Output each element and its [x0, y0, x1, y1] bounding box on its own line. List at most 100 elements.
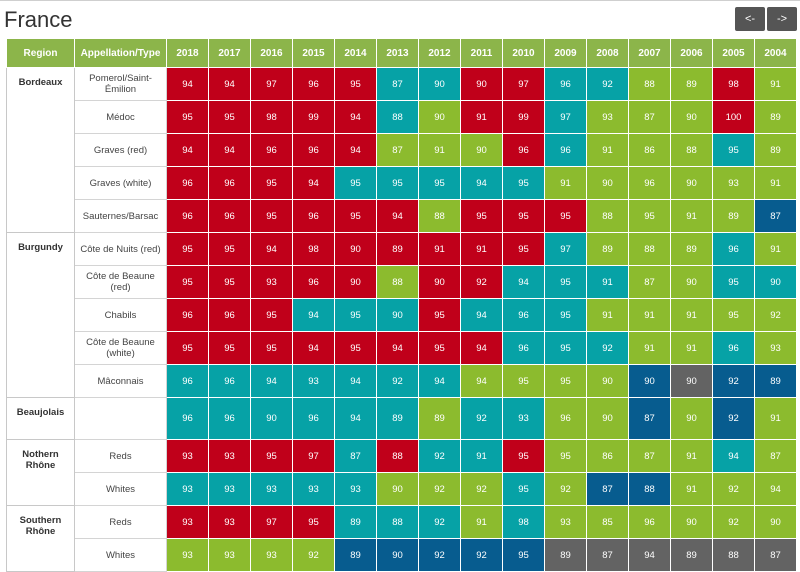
score-cell: 91: [460, 100, 503, 134]
score-cell: 94: [754, 472, 797, 506]
previous-button[interactable]: <-: [735, 7, 765, 31]
score-cell: 94: [166, 133, 209, 167]
score-cell: 94: [376, 331, 419, 365]
score-cell: 96: [712, 331, 755, 365]
score-cell: 95: [544, 364, 587, 398]
table-row: Sauternes/Barsac 96 96 95 96 95 94 88 95 95 95 88 95…: [7, 199, 797, 233]
header-appellation: Appellation/Type: [74, 38, 167, 68]
score-cell: 90: [460, 67, 503, 101]
score-cell: 96: [166, 298, 209, 332]
header-year: 2014: [334, 38, 377, 68]
score-cell: 94: [376, 199, 419, 233]
score-cell: 95: [502, 364, 545, 398]
score-cell: 90: [376, 298, 419, 332]
score-cell: 93: [712, 166, 755, 200]
score-cell: 94: [292, 331, 335, 365]
score-cell: 96: [208, 166, 251, 200]
score-cell: 87: [754, 199, 797, 233]
score-cell: 95: [502, 439, 545, 473]
score-cell: 92: [460, 265, 503, 299]
score-cell: 90: [334, 232, 377, 266]
score-cell: 87: [628, 265, 671, 299]
score-cell: 97: [250, 67, 293, 101]
next-button[interactable]: ->: [767, 7, 797, 31]
score-cell: 95: [544, 265, 587, 299]
score-cell: 96: [166, 166, 209, 200]
score-cell: 90: [670, 397, 713, 440]
score-cell: 95: [712, 133, 755, 167]
table-row: Mâconnais 96 96 94 93 94 92 94 94 95 95 90 90 90 92 89: [7, 364, 797, 398]
score-cell: 93: [586, 100, 629, 134]
score-cell: 93: [166, 538, 209, 572]
score-cell: 90: [754, 505, 797, 539]
score-cell: 97: [544, 232, 587, 266]
score-cell: 95: [166, 232, 209, 266]
score-cell: 92: [376, 364, 419, 398]
score-cell: 96: [208, 199, 251, 233]
score-cell: 98: [250, 100, 293, 134]
score-cell: 90: [460, 133, 503, 167]
region-cell: Beaujolais: [6, 397, 75, 440]
score-cell: 100: [712, 100, 755, 134]
score-cell: 89: [670, 232, 713, 266]
score-cell: 95: [502, 472, 545, 506]
score-cell: 96: [292, 133, 335, 167]
score-cell: 89: [754, 133, 797, 167]
score-cell: 91: [754, 166, 797, 200]
score-cell: 92: [418, 505, 461, 539]
score-cell: 95: [418, 166, 461, 200]
score-cell: 90: [670, 100, 713, 134]
score-cell: 94: [334, 133, 377, 167]
appellation-cell: Côte de Beaune (red): [74, 265, 167, 299]
score-cell: 92: [460, 472, 503, 506]
score-cell: 91: [586, 298, 629, 332]
score-cell: 95: [502, 166, 545, 200]
score-cell: 92: [418, 538, 461, 572]
appellation-cell: Pomerol/Saint-Émilion: [74, 67, 167, 101]
score-cell: 91: [586, 133, 629, 167]
score-cell: 91: [670, 331, 713, 365]
score-cell: 88: [376, 505, 419, 539]
score-cell: 93: [208, 439, 251, 473]
score-cell: 87: [628, 397, 671, 440]
score-cell: 91: [418, 232, 461, 266]
score-cell: 97: [250, 505, 293, 539]
score-cell: 97: [292, 439, 335, 473]
score-cell: 93: [166, 439, 209, 473]
header-year: 2018: [166, 38, 209, 68]
score-cell: 93: [334, 472, 377, 506]
score-cell: 93: [502, 397, 545, 440]
score-cell: 99: [502, 100, 545, 134]
score-cell: 95: [460, 199, 503, 233]
header-year: 2009: [544, 38, 587, 68]
score-cell: 95: [544, 439, 587, 473]
table-row: Nothern Rhône Reds 93 93 95 97 87 88 92 91 95 95 86 8…: [6, 439, 797, 506]
score-cell: 96: [292, 67, 335, 101]
header-year: 2004: [754, 38, 797, 68]
score-cell: 95: [208, 331, 251, 365]
score-cell: 94: [166, 67, 209, 101]
score-cell: 89: [586, 232, 629, 266]
header-region: Region: [6, 38, 75, 68]
score-cell: 96: [628, 505, 671, 539]
score-cell: 88: [670, 133, 713, 167]
score-cell: 94: [334, 397, 377, 440]
score-cell: 89: [334, 538, 377, 572]
score-cell: 95: [250, 331, 293, 365]
score-cell: 87: [628, 439, 671, 473]
score-cell: 96: [628, 166, 671, 200]
score-cell: 89: [754, 364, 797, 398]
score-cell: 90: [586, 364, 629, 398]
score-cell: 91: [754, 397, 797, 440]
score-cell: 89: [544, 538, 587, 572]
score-cell: 88: [418, 199, 461, 233]
appellation-cell: Côte de Beaune (white): [74, 331, 167, 365]
score-cell: 92: [754, 298, 797, 332]
score-cell: 96: [166, 364, 209, 398]
score-cell: 87: [586, 472, 629, 506]
table-row: Whites 93 93 93 93 93 90 92 92 95 92 87 88 91 92 94: [7, 472, 797, 506]
score-cell: 90: [754, 265, 797, 299]
score-cell: 95: [544, 199, 587, 233]
score-cell: 89: [334, 505, 377, 539]
score-cell: 88: [628, 67, 671, 101]
